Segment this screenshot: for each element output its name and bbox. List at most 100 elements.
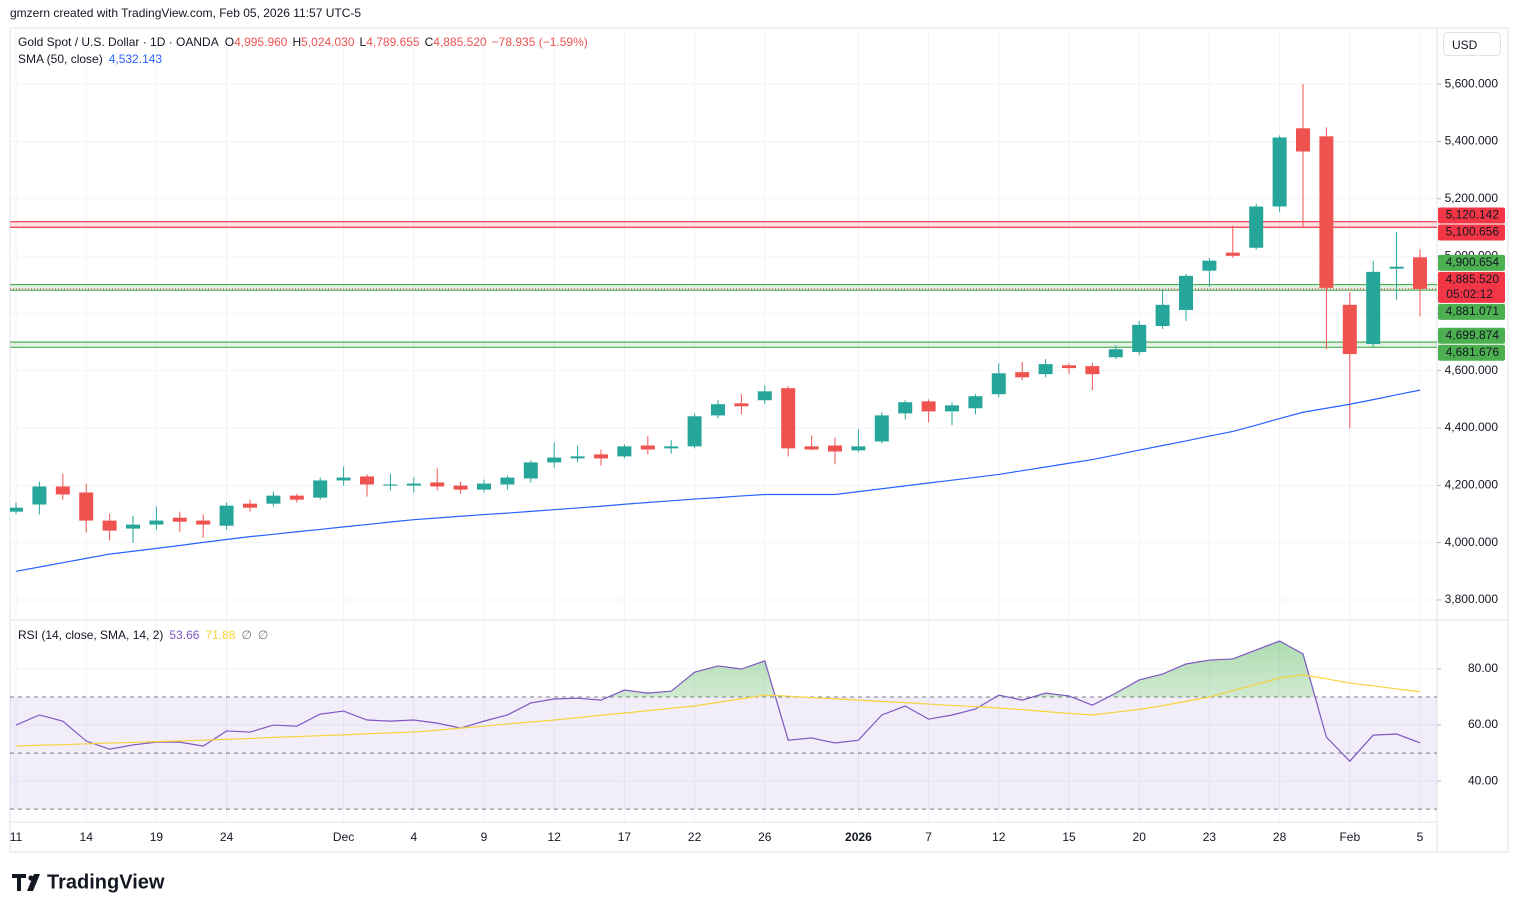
candle-body (243, 503, 257, 508)
candle-body (1085, 366, 1100, 375)
x-tick-label: 2026 (845, 830, 872, 844)
price-tag (1438, 327, 1505, 344)
candle-body (1272, 137, 1287, 207)
candle-body (1038, 364, 1053, 375)
candle-body (383, 484, 398, 486)
legend-value: 4,532.143 (108, 52, 163, 66)
y-tick-label: 5,600.000 (1445, 76, 1499, 90)
rsi-overbought-fill (608, 641, 1316, 698)
x-tick-label: 9 (481, 830, 488, 844)
plot (10, 84, 1437, 810)
candle-body (687, 416, 702, 447)
axes: 11 14 19 24 Dec 4 9 12 17 22 26 2026 7 12 15 20 23 28 Feb 5… (10, 76, 1505, 844)
x-tick-label: 19 (150, 830, 164, 844)
candle-body (289, 495, 304, 500)
legend-value: 71.88 (205, 628, 236, 642)
candle-body (734, 403, 749, 407)
level-zone (10, 342, 1437, 348)
x-tick-label: 15 (1062, 830, 1076, 844)
candle-body (1296, 128, 1310, 152)
candle-body (406, 483, 421, 486)
frame (9, 27, 1509, 853)
candle-body (266, 495, 281, 504)
candle-body (336, 477, 351, 481)
price-tag-label: 4,681.676 (1446, 345, 1500, 359)
candle-body (500, 477, 515, 485)
candle-body (1342, 304, 1357, 355)
ohlc-key: O (224, 35, 235, 49)
candle-body (1389, 266, 1404, 269)
y-tick-label: 4,400.000 (1445, 420, 1499, 434)
candle-body (1249, 206, 1264, 248)
candle-body (1108, 349, 1123, 358)
legend-name: SMA (50, close) (18, 52, 103, 66)
y-tick-label: 4,200.000 (1445, 477, 1499, 491)
candle-body (711, 404, 725, 416)
candle-body (1202, 260, 1217, 271)
ohlc-value: 4,995.960 (234, 35, 288, 49)
rsi-line (15, 640, 1421, 763)
ohlc-key: C (424, 35, 434, 49)
candle-body (570, 456, 585, 459)
x-tick-label: 7 (925, 830, 932, 844)
price-tag (1438, 254, 1505, 271)
price-tag (1438, 303, 1505, 320)
candle-body (453, 485, 468, 490)
candle-body (1366, 271, 1381, 345)
x-tick-label: 17 (618, 830, 632, 844)
candle-body (313, 480, 328, 498)
candle-body (968, 396, 983, 409)
y-tick-label: 80.00 (1468, 661, 1498, 675)
candle-body (1015, 372, 1030, 378)
candle-body (1132, 324, 1147, 353)
ohlc-value: 4,789.655 (366, 35, 420, 49)
price-tag (1438, 344, 1505, 361)
x-tick-label: 4 (410, 830, 417, 844)
candle-body (55, 486, 70, 495)
ohlc-key: L (359, 35, 367, 49)
y-tick-label: 5,400.000 (1445, 134, 1499, 148)
logo-mark (12, 874, 26, 891)
candle-body (126, 524, 140, 529)
x-tick-label: 28 (1273, 830, 1287, 844)
candle-body (547, 457, 562, 463)
candle-body (1413, 257, 1427, 289)
candle-body (1225, 252, 1240, 256)
legend-title: Gold Spot / U.S. Dollar · 1D · OANDA (18, 35, 219, 49)
candle-body (828, 445, 842, 452)
legend-title: RSI (14, close, SMA, 14, 2) (18, 628, 164, 642)
level-zone (10, 284, 1437, 291)
candle-body (1062, 365, 1076, 369)
currency-button[interactable]: USD (1443, 32, 1501, 56)
x-tick-label: 23 (1203, 830, 1217, 844)
legend: RSI (14, close, SMA, 14, 2) 53.66 71.88 ∅ ∅ (18, 627, 274, 643)
candle-body (921, 401, 936, 412)
y-tick-label: 5,200.000 (1445, 191, 1499, 205)
x-tick-label: Dec (333, 830, 354, 844)
x-tick-label: 22 (688, 830, 702, 844)
candle-body (477, 483, 491, 490)
candle-body (804, 446, 819, 450)
price-tag-label: 4,900.654 (1446, 255, 1500, 269)
price-tag (1438, 207, 1505, 224)
candle-body (1319, 136, 1334, 288)
candle-body (102, 520, 117, 531)
change: −78.935 (−1.59%) (491, 35, 588, 49)
candle-body (851, 446, 866, 451)
legend-extra: ∅ (257, 628, 269, 642)
candle-body (32, 486, 47, 505)
price-tag-label: 4,881.071 (1446, 304, 1500, 318)
x-tick-label: Feb (1339, 830, 1360, 844)
x-tick-label: 20 (1133, 830, 1147, 844)
ohlc-value: 5,024.030 (301, 35, 355, 49)
countdown-label: 05:02:12 (1446, 287, 1493, 301)
logo-mark (27, 874, 40, 891)
candle-body (523, 462, 538, 479)
price-tag-label: 5,100.656 (1446, 225, 1500, 239)
ohlc-value: 4,885.520 (433, 35, 487, 49)
legend: Gold Spot / U.S. Dollar · 1D · OANDA O4,9… (18, 34, 588, 50)
y-tick-label: 3,800.000 (1445, 592, 1499, 606)
candle-body (874, 415, 889, 442)
candle-body (196, 520, 211, 525)
